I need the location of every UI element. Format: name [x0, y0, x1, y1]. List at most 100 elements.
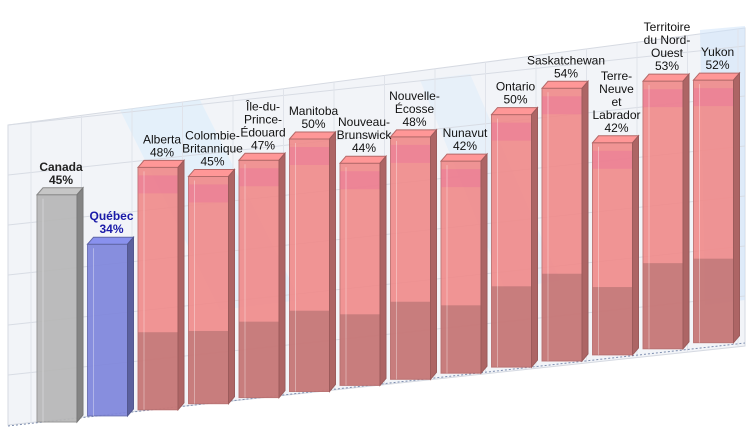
bar: [187, 168, 236, 406]
bar: [35, 186, 85, 424]
bar-lower-segment: [643, 263, 683, 349]
bar-label: Nouvelle-Écosse 48%: [389, 89, 440, 129]
bar-top: [389, 129, 438, 138]
bar-lower-segment: [289, 310, 330, 392]
data-label: 50%: [301, 117, 325, 131]
bar: [591, 134, 640, 357]
bar-top: [136, 159, 186, 168]
category-label: Neuve: [599, 82, 634, 96]
bar-side: [278, 151, 286, 399]
bar-upper-band: [289, 147, 330, 165]
category-label: Labrador: [592, 108, 640, 122]
bar: [136, 159, 186, 412]
bar-label: Manitoba 50%: [289, 104, 339, 131]
bar-upper-band: [188, 184, 229, 203]
bar-top: [187, 168, 236, 177]
category-label: du Nord-: [644, 33, 691, 47]
bar-label: Canada 45%: [39, 160, 83, 187]
category-label: Brunswick: [337, 128, 393, 142]
bar-side: [430, 128, 437, 381]
bar: [490, 106, 539, 369]
bar-lower-segment: [592, 287, 633, 355]
category-label: Écosse: [395, 101, 435, 116]
bar-top: [35, 187, 85, 196]
bar-upper-band: [491, 122, 532, 141]
bar-side: [480, 152, 488, 375]
bar-top: [338, 155, 388, 164]
bar-side: [632, 134, 639, 357]
bar-lower-segment: [491, 286, 532, 368]
bar-upper-band: [390, 144, 431, 163]
bar-upper-band: [592, 150, 633, 169]
data-label: 52%: [705, 58, 729, 72]
bar: [237, 151, 287, 399]
bar-side: [581, 79, 589, 363]
category-label: et: [611, 95, 622, 109]
bar: [288, 130, 337, 393]
category-label: Saskatchewan: [527, 53, 605, 67]
category-label: Nouveau-: [338, 115, 390, 129]
category-label: Colombie-: [185, 128, 240, 142]
bar-label: Saskatchewan 54%: [527, 53, 605, 80]
data-label: 42%: [453, 139, 477, 153]
bar-side: [733, 71, 740, 345]
bar-side: [228, 168, 235, 406]
data-label: 48%: [402, 115, 426, 129]
data-label: 45%: [49, 173, 73, 187]
bar-label: Yukon 52%: [701, 45, 734, 72]
bar-label: Territoire du Nord-Ouest 53%: [644, 20, 691, 73]
bar-side: [127, 235, 134, 418]
bar: [439, 152, 489, 375]
bar-label: Alberta 48%: [143, 132, 181, 159]
data-label: 54%: [554, 66, 578, 80]
bar-lower-segment: [138, 332, 178, 410]
category-label: Yukon: [701, 45, 734, 59]
bar-upper-band: [138, 175, 178, 194]
bar-upper-band: [340, 171, 380, 190]
bar-top: [439, 153, 489, 162]
category-label: Canada: [39, 160, 83, 174]
bar-lower-segment: [542, 273, 582, 361]
bar-side: [379, 154, 387, 387]
bar-lower-segment: [188, 330, 229, 404]
bar-upper-band: [693, 88, 734, 107]
category-label: Territoire: [644, 20, 691, 34]
category-label: Terre-: [601, 69, 632, 83]
data-label: 50%: [503, 93, 527, 107]
data-label: 45%: [200, 154, 224, 168]
data-label: 48%: [150, 145, 174, 159]
data-label: 47%: [251, 138, 275, 152]
bar-top: [86, 236, 135, 245]
bar-upper-band: [542, 96, 582, 115]
bar: [338, 154, 388, 387]
gridline: [7, 95, 746, 176]
category-label: Ontario: [496, 80, 536, 94]
bar-label: Colombie-Britannique 45%: [182, 128, 243, 168]
data-label: 53%: [655, 59, 679, 73]
bar-label: Québec 34%: [89, 209, 133, 236]
bar: [692, 71, 741, 345]
category-label: Québec: [89, 209, 133, 223]
bar-lower-segment: [239, 321, 279, 398]
bar-label: Terre-Neuve et Labrador 42%: [592, 69, 640, 135]
bar-lower-segment: [693, 258, 734, 343]
bar-label: Nunavut 42%: [443, 126, 488, 153]
bar: [641, 72, 691, 351]
bar-top: [540, 80, 590, 89]
bar: [389, 128, 438, 381]
bar-label: Nouveau-Brunswick 44%: [337, 115, 393, 155]
bar-label: Ontario 50%: [496, 80, 536, 107]
bar-upper-band: [239, 168, 279, 187]
bar-top: [692, 72, 741, 81]
bar-top: [490, 107, 539, 116]
bar-upper-band: [441, 169, 481, 188]
bar-top: [591, 135, 640, 144]
bar-upper-band: [643, 89, 683, 108]
bar-top: [237, 152, 287, 161]
category-label: Nunavut: [443, 126, 488, 140]
category-label: Alberta: [143, 132, 181, 146]
data-label: 44%: [352, 141, 376, 155]
data-label: 34%: [99, 222, 123, 236]
